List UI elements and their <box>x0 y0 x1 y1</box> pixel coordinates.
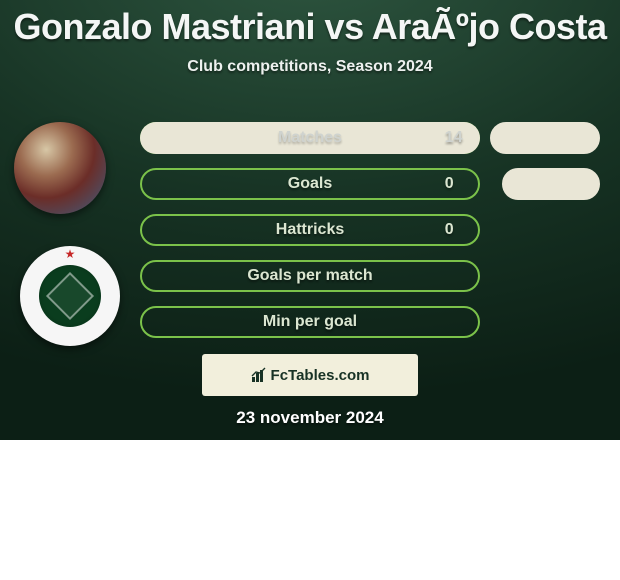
stat-value-player1: 0 <box>445 175 454 193</box>
page-subtitle: Club competitions, Season 2024 <box>0 58 620 76</box>
stat-label: Goals per match <box>247 267 372 285</box>
page-title: Gonzalo Mastriani vs AraÃºjo Costa <box>0 0 620 48</box>
stat-label: Matches <box>278 129 342 147</box>
stat-row: Hattricks 0 <box>0 214 620 260</box>
brand-text: FcTables.com <box>271 367 370 384</box>
stat-pill-player1: Hattricks 0 <box>140 214 480 246</box>
stat-row: Goals 0 <box>0 168 620 214</box>
stat-pill-player1: Min per goal <box>140 306 480 338</box>
stat-label: Goals <box>288 175 332 193</box>
stat-pill-player1: Goals 0 <box>140 168 480 200</box>
stat-pill-player1: Matches 14 <box>140 122 480 154</box>
stat-row: Matches 14 <box>0 122 620 168</box>
stat-value-player1: 14 <box>445 129 463 147</box>
bar-chart-icon <box>251 367 267 383</box>
stat-row: Min per goal <box>0 306 620 352</box>
comparison-card: Gonzalo Mastriani vs AraÃºjo Costa Club … <box>0 0 620 440</box>
stat-label: Min per goal <box>263 313 357 331</box>
stat-pill-player2 <box>502 168 600 200</box>
stat-label: Hattricks <box>276 221 344 239</box>
stat-row: Goals per match <box>0 260 620 306</box>
stat-pill-player1: Goals per match <box>140 260 480 292</box>
brand-badge: FcTables.com <box>202 354 418 396</box>
stat-value-player1: 0 <box>445 221 454 239</box>
stat-pill-player2 <box>490 122 600 154</box>
stats-rows: Matches 14 Goals 0 Hattricks 0 Goals per match… <box>0 122 620 352</box>
footer-date: 23 november 2024 <box>0 408 620 428</box>
